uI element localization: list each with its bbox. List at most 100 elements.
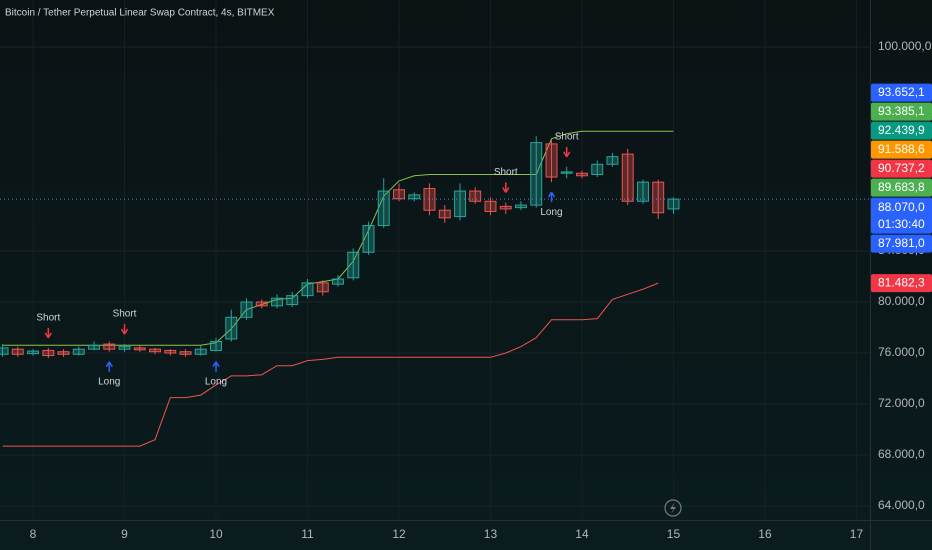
candle-body bbox=[637, 181, 649, 202]
candle-body bbox=[88, 344, 101, 350]
candle-body bbox=[667, 198, 680, 210]
signal-arrow bbox=[547, 191, 556, 203]
candle-body bbox=[149, 348, 161, 353]
candle-body bbox=[179, 351, 192, 355]
candle-body bbox=[560, 171, 573, 174]
price-tag bbox=[871, 121, 932, 140]
candle-body bbox=[42, 349, 55, 357]
candle-body bbox=[194, 348, 207, 355]
grid bbox=[0, 0, 870, 520]
candle-body bbox=[530, 142, 543, 206]
candle-body bbox=[0, 347, 9, 355]
price-tag-label: 88.070,0 bbox=[878, 200, 925, 214]
x-tick-label: 13 bbox=[484, 527, 498, 541]
price-tag bbox=[871, 178, 932, 197]
signal-arrow bbox=[502, 182, 510, 193]
signal-label: Short bbox=[555, 131, 579, 142]
signal-arrow bbox=[212, 361, 220, 372]
candle-body bbox=[408, 194, 421, 200]
candle-body bbox=[225, 316, 238, 340]
signal-label: Short bbox=[36, 313, 60, 324]
price-tag-label: 93.385,1 bbox=[878, 104, 925, 118]
x-tick-label: 8 bbox=[30, 527, 37, 541]
signal-arrow bbox=[120, 324, 129, 335]
x-tick-label: 11 bbox=[301, 527, 314, 541]
candle-body bbox=[454, 190, 466, 218]
price-tag bbox=[871, 140, 932, 159]
candle-body bbox=[271, 297, 284, 307]
candle-body bbox=[103, 343, 116, 350]
candle-body bbox=[576, 172, 588, 177]
axes: 100.000,084.000,080.000,076.000,072.000,… bbox=[30, 39, 932, 541]
candle-body bbox=[652, 181, 665, 214]
price-tag bbox=[871, 83, 932, 102]
candle-body bbox=[347, 251, 360, 279]
y-tick-label: 72.000,0 bbox=[878, 396, 925, 410]
signal-arrow bbox=[105, 361, 113, 372]
plot: Short Long Short Long Short Long Short bbox=[0, 130, 870, 447]
indicator-line bbox=[2, 282, 659, 447]
candle-body bbox=[133, 347, 146, 351]
signal-label: Long bbox=[98, 376, 120, 387]
candle-body bbox=[72, 348, 85, 355]
candle-body bbox=[332, 278, 344, 285]
y-tick-label: 100.000,0 bbox=[878, 39, 932, 53]
candle-body bbox=[484, 200, 497, 212]
candle-body bbox=[164, 349, 177, 354]
signal-arrow bbox=[44, 327, 52, 339]
price-tag-label: 90.737,2 bbox=[878, 161, 925, 175]
candle-body bbox=[606, 156, 619, 165]
candle-body bbox=[301, 282, 314, 297]
candle-body bbox=[255, 301, 268, 307]
candle-body bbox=[514, 204, 527, 209]
candle-body bbox=[591, 163, 604, 175]
replay-icon[interactable] bbox=[664, 499, 682, 517]
price-tag-label: 93.652,1 bbox=[878, 85, 925, 99]
price-tag bbox=[871, 197, 932, 234]
x-tick-label: 16 bbox=[758, 527, 772, 541]
x-tick-label: 9 bbox=[121, 527, 128, 541]
candle-body bbox=[469, 190, 482, 202]
candle-body bbox=[621, 153, 634, 202]
price-tag bbox=[871, 234, 932, 253]
signal-label: Short bbox=[113, 309, 137, 320]
candle-body bbox=[286, 295, 299, 306]
candle-body bbox=[11, 348, 24, 355]
candle-body bbox=[316, 282, 329, 293]
price-tag-label: 91.588,6 bbox=[878, 142, 925, 156]
candle-body bbox=[377, 190, 390, 226]
x-tick-label: 10 bbox=[209, 527, 223, 541]
x-tick-label: 14 bbox=[575, 527, 589, 541]
candle-body bbox=[545, 143, 558, 178]
price-tag bbox=[871, 159, 932, 178]
candle-body bbox=[362, 224, 375, 253]
candle-body bbox=[438, 209, 451, 219]
countdown-label: 01:30:40 bbox=[878, 217, 925, 231]
y-tick-label: 80.000,0 bbox=[878, 294, 925, 308]
chart-title: Bitcoin / Tether Perpetual Linear Swap C… bbox=[5, 8, 275, 19]
signal-label: Short bbox=[494, 167, 518, 178]
price-tag bbox=[871, 274, 932, 293]
candle-body bbox=[210, 341, 222, 351]
y-tick-label: 76.000,0 bbox=[878, 345, 925, 359]
candle-body bbox=[393, 189, 405, 200]
price-tag bbox=[871, 102, 932, 121]
price-tag-label: 81.482,3 bbox=[878, 275, 925, 289]
candle-body bbox=[423, 188, 436, 211]
price-tag-label: 89.683,8 bbox=[878, 180, 925, 194]
y-tick-label: 68.000,0 bbox=[878, 447, 925, 461]
x-tick-label: 12 bbox=[392, 527, 406, 541]
price-tag-label: 87.981,0 bbox=[878, 236, 925, 250]
candle-body bbox=[27, 350, 39, 355]
y-tick-label: 64.000,0 bbox=[878, 498, 925, 512]
signal-label: Long bbox=[205, 376, 227, 387]
candle-body bbox=[118, 346, 131, 350]
candle-body bbox=[57, 351, 70, 355]
x-tick-label: 15 bbox=[667, 527, 681, 541]
candle-body bbox=[499, 205, 512, 210]
signal-label: Long bbox=[540, 207, 562, 218]
candle-body bbox=[240, 301, 253, 318]
